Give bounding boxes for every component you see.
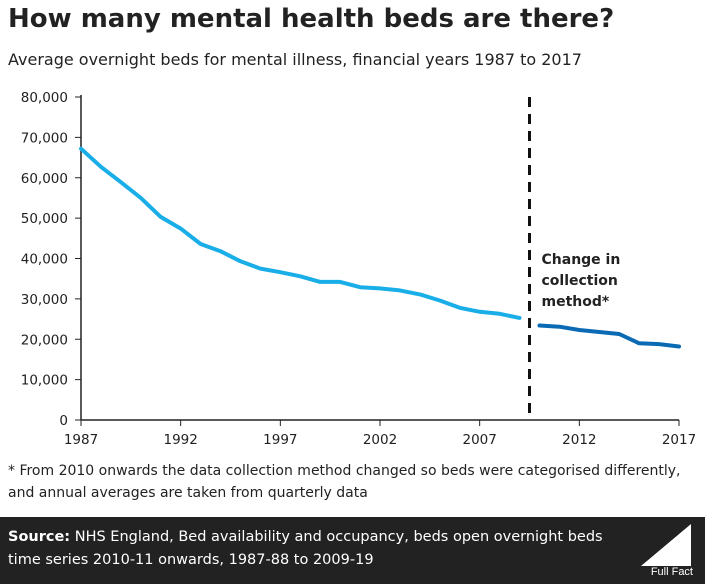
x-tick-label: 1987 — [64, 432, 98, 448]
y-tick-label: 80,000 — [21, 90, 68, 106]
annotation-line: method* — [542, 294, 610, 310]
x-tick-label: 1992 — [163, 432, 197, 448]
logo-text: Full Fact — [651, 566, 693, 578]
y-tick-label: 20,000 — [21, 332, 68, 348]
x-axis-tick-labels: 1987 1992 1997 2002 2007 2012 2017 — [64, 420, 696, 448]
chart-subtitle: Average overnight beds for mental illnes… — [8, 50, 582, 69]
line-chart: 0 10,000 20,000 30,000 40,000 50,000 60,000 70,… — [21, 90, 696, 448]
collection-change-annotation: Change in collection method* — [542, 252, 626, 310]
series-layer — [79, 146, 681, 349]
chart-footnote: * From 2010 onwards the data collection … — [8, 463, 681, 501]
source-text-block: Source: NHS England, Bed availability an… — [8, 526, 628, 572]
y-tick-label: 60,000 — [21, 171, 68, 187]
y-tick-label: 50,000 — [21, 211, 68, 227]
annotation-line: Change in — [542, 252, 621, 268]
page-title: How many mental health beds are there? — [8, 4, 615, 34]
source-label: Source: — [8, 529, 71, 545]
x-tick-label: 2002 — [363, 432, 397, 448]
x-tick-label: 2012 — [562, 432, 596, 448]
x-tick-label: 1997 — [263, 432, 297, 448]
annotation-line: collection — [542, 273, 618, 289]
y-tick-label: 40,000 — [21, 252, 68, 268]
source-footer: Source: NHS England, Bed availability an… — [0, 517, 705, 584]
series-line-1 — [79, 146, 522, 320]
full-fact-logo-icon: Full Fact — [641, 524, 693, 578]
source-text: NHS England, Bed availability and occupa… — [8, 529, 603, 568]
series-line-2 — [537, 323, 681, 349]
y-tick-label: 0 — [59, 413, 68, 429]
x-tick-label: 2017 — [662, 432, 696, 448]
y-tick-label: 30,000 — [21, 292, 68, 308]
x-tick-label: 2007 — [462, 432, 496, 448]
y-tick-label: 10,000 — [21, 373, 68, 389]
y-axis-tick-labels: 0 10,000 20,000 30,000 40,000 50,000 60,000 70,… — [21, 90, 81, 429]
y-tick-label: 70,000 — [21, 130, 68, 146]
